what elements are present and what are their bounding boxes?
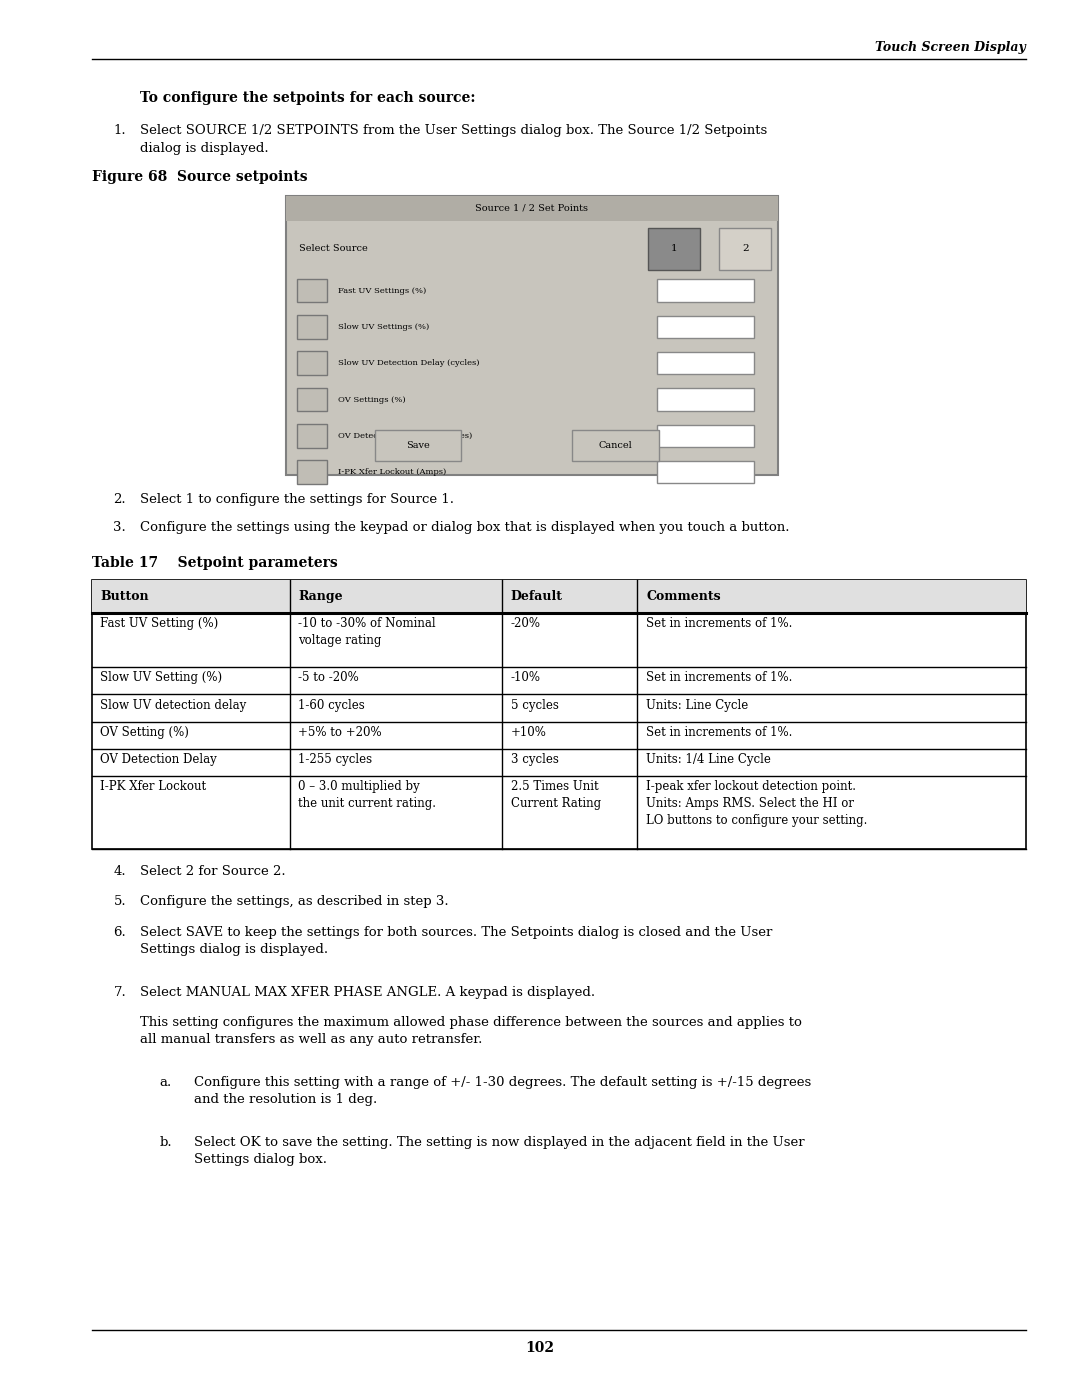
Text: I-PK Xfer Lockout (Amps): I-PK Xfer Lockout (Amps) xyxy=(338,468,446,476)
Text: +10%: +10% xyxy=(511,726,546,739)
Bar xyxy=(572,430,659,461)
Text: This setting configures the maximum allowed phase difference between the sources: This setting configures the maximum allo… xyxy=(140,1016,802,1046)
Text: 1.: 1. xyxy=(113,124,126,137)
Text: -10%: -10% xyxy=(511,672,541,685)
Text: Units: 1/4 Line Cycle: Units: 1/4 Line Cycle xyxy=(646,753,771,766)
Bar xyxy=(657,279,754,302)
Text: +5% to +20%: +5% to +20% xyxy=(298,726,382,739)
Text: Units: Line Cycle: Units: Line Cycle xyxy=(646,698,748,711)
Text: Slow UV Detection Delay (cycles): Slow UV Detection Delay (cycles) xyxy=(338,359,480,367)
Text: OV Detection Delay (1/4 cycles): OV Detection Delay (1/4 cycles) xyxy=(338,432,472,440)
Text: Configure this setting with a range of +/- 1-30 degrees. The default setting is : Configure this setting with a range of +… xyxy=(194,1076,812,1106)
Text: Fast UV Setting (%): Fast UV Setting (%) xyxy=(100,617,218,630)
Bar xyxy=(375,430,461,461)
Text: I-peak xfer lockout detection point.
Units: Amps RMS. Select the HI or
LO button: I-peak xfer lockout detection point. Uni… xyxy=(646,780,867,827)
Text: 1-255 cycles: 1-255 cycles xyxy=(298,753,373,766)
Text: Select SAVE to keep the settings for both sources. The Setpoints dialog is close: Select SAVE to keep the settings for bot… xyxy=(140,926,773,956)
Text: Slow UV Settings (%): Slow UV Settings (%) xyxy=(338,323,429,331)
Text: Table 17    Setpoint parameters: Table 17 Setpoint parameters xyxy=(92,556,338,570)
Text: Select 2 for Source 2.: Select 2 for Source 2. xyxy=(140,866,286,879)
Text: 5 cycles: 5 cycles xyxy=(511,698,558,711)
Text: a.: a. xyxy=(160,1076,172,1088)
Bar xyxy=(657,425,754,447)
Text: OV Settings (%): OV Settings (%) xyxy=(338,395,406,404)
Bar xyxy=(297,461,327,485)
Text: To configure the setpoints for each source:: To configure the setpoints for each sour… xyxy=(140,91,476,105)
Text: Default: Default xyxy=(511,590,563,602)
Text: Save: Save xyxy=(406,441,430,450)
Text: Slow UV Setting (%): Slow UV Setting (%) xyxy=(100,672,222,685)
Text: 4.: 4. xyxy=(113,866,126,879)
Bar xyxy=(92,580,1026,613)
Bar xyxy=(297,423,327,447)
Bar xyxy=(657,461,754,483)
Bar xyxy=(657,388,754,411)
Bar xyxy=(286,196,778,221)
Text: 0 – 3.0 multiplied by
the unit current rating.: 0 – 3.0 multiplied by the unit current r… xyxy=(298,780,436,810)
Text: 1-60 cycles: 1-60 cycles xyxy=(298,698,365,711)
Text: 6.: 6. xyxy=(113,926,126,939)
Text: 1: 1 xyxy=(671,244,677,253)
Text: Select OK to save the setting. The setting is now displayed in the adjacent fiel: Select OK to save the setting. The setti… xyxy=(194,1136,805,1166)
Text: Cancel: Cancel xyxy=(598,441,633,450)
Text: Comments: Comments xyxy=(646,590,720,602)
Text: Source 1 / 2 Set Points: Source 1 / 2 Set Points xyxy=(475,204,589,212)
Text: Set in increments of 1%.: Set in increments of 1%. xyxy=(646,672,793,685)
Text: Figure 68  Source setpoints: Figure 68 Source setpoints xyxy=(92,170,308,184)
Text: 2.: 2. xyxy=(113,493,126,506)
Text: -10 to -30% of Nominal
voltage rating: -10 to -30% of Nominal voltage rating xyxy=(298,617,436,647)
Text: Select 1 to configure the settings for Source 1.: Select 1 to configure the settings for S… xyxy=(140,493,455,506)
Text: b.: b. xyxy=(160,1136,173,1148)
Bar xyxy=(719,228,771,270)
Text: Select SOURCE 1/2 SETPOINTS from the User Settings dialog box. The Source 1/2 Se: Select SOURCE 1/2 SETPOINTS from the Use… xyxy=(140,124,768,155)
Text: -20%: -20% xyxy=(511,617,541,630)
Text: 3 cycles: 3 cycles xyxy=(511,753,558,766)
Text: Touch Screen Display: Touch Screen Display xyxy=(875,42,1026,54)
Bar xyxy=(286,196,778,475)
Bar xyxy=(657,352,754,374)
Text: OV Detection Delay: OV Detection Delay xyxy=(100,753,217,766)
Bar xyxy=(92,580,1026,849)
Text: Fast UV Settings (%): Fast UV Settings (%) xyxy=(338,286,427,295)
Bar xyxy=(297,387,327,411)
Text: Slow UV detection delay: Slow UV detection delay xyxy=(100,698,246,711)
Bar xyxy=(648,228,700,270)
Text: OV Setting (%): OV Setting (%) xyxy=(100,726,189,739)
Text: 102: 102 xyxy=(526,1341,554,1355)
Text: 5.: 5. xyxy=(113,895,126,908)
Text: 7.: 7. xyxy=(113,986,126,999)
Text: 3.: 3. xyxy=(113,521,126,534)
Text: Set in increments of 1%.: Set in increments of 1%. xyxy=(646,726,793,739)
Text: 2: 2 xyxy=(742,244,748,253)
Text: -5 to -20%: -5 to -20% xyxy=(298,672,360,685)
Text: Select Source: Select Source xyxy=(299,244,368,253)
Text: Configure the settings, as described in step 3.: Configure the settings, as described in … xyxy=(140,895,449,908)
Text: Select MANUAL MAX XFER PHASE ANGLE. A keypad is displayed.: Select MANUAL MAX XFER PHASE ANGLE. A ke… xyxy=(140,986,595,999)
Bar xyxy=(297,351,327,374)
Text: Range: Range xyxy=(298,590,343,602)
Text: Button: Button xyxy=(100,590,149,602)
Text: Configure the settings using the keypad or dialog box that is displayed when you: Configure the settings using the keypad … xyxy=(140,521,789,534)
Text: I-PK Xfer Lockout: I-PK Xfer Lockout xyxy=(100,780,206,793)
Bar xyxy=(657,316,754,338)
Text: Set in increments of 1%.: Set in increments of 1%. xyxy=(646,617,793,630)
Bar xyxy=(297,314,327,338)
Bar xyxy=(297,279,327,303)
Text: 2.5 Times Unit
Current Rating: 2.5 Times Unit Current Rating xyxy=(511,780,600,810)
